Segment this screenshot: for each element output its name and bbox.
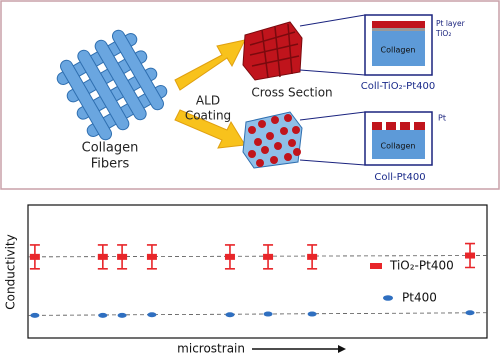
- pt-particles: [372, 122, 425, 130]
- connector: [299, 14, 366, 76]
- caption: Coll-TiO₂-Pt400: [361, 81, 435, 92]
- point: [117, 253, 128, 260]
- collagen-block: [372, 31, 425, 66]
- point: [97, 253, 108, 260]
- label: Collagen: [381, 142, 416, 151]
- point: [465, 252, 476, 259]
- schematic-frame: [0, 0, 500, 190]
- fiber-bundle: [56, 29, 168, 141]
- label: Collagen: [82, 141, 139, 156]
- arrow: [174, 109, 246, 149]
- label: Pt layer: [436, 19, 466, 28]
- caption: Coll-Pt400: [374, 172, 425, 183]
- point: [29, 253, 40, 260]
- legend-label: Pt400: [402, 291, 437, 305]
- point: [307, 311, 317, 317]
- point: [117, 312, 127, 318]
- label: Cross Section: [251, 86, 332, 100]
- point: [146, 253, 157, 260]
- pt-bundle: [242, 111, 303, 169]
- point: [224, 253, 235, 260]
- x-axis-label: microstrain: [177, 342, 245, 356]
- legend-label: TiO₂-Pt400: [389, 259, 454, 273]
- label: Coating: [185, 109, 231, 123]
- label: Collagen: [381, 46, 416, 55]
- point: [30, 312, 40, 318]
- trend-line: [27, 312, 488, 316]
- trend-line: [27, 255, 488, 258]
- legend-marker: [370, 263, 382, 269]
- point: [263, 311, 273, 317]
- label: ALD: [196, 94, 220, 108]
- arrow: [174, 39, 246, 91]
- label: TiO₂: [435, 29, 451, 38]
- y-axis-label: Conductivity: [4, 234, 18, 309]
- point: [225, 312, 235, 318]
- collagen-block: [372, 130, 425, 159]
- coated-bundle: [242, 21, 303, 81]
- tio2-layer: [372, 28, 425, 31]
- connector: [299, 111, 366, 166]
- plot-frame: [27, 204, 488, 339]
- point: [147, 312, 157, 318]
- point: [307, 253, 318, 260]
- point: [98, 312, 108, 318]
- point: [465, 310, 475, 316]
- axis-arrow-head: [338, 345, 346, 353]
- label: Pt: [438, 114, 446, 123]
- pt-layer: [372, 21, 425, 28]
- label: Fibers: [91, 157, 130, 172]
- point: [263, 253, 274, 260]
- legend-marker: [383, 295, 393, 301]
